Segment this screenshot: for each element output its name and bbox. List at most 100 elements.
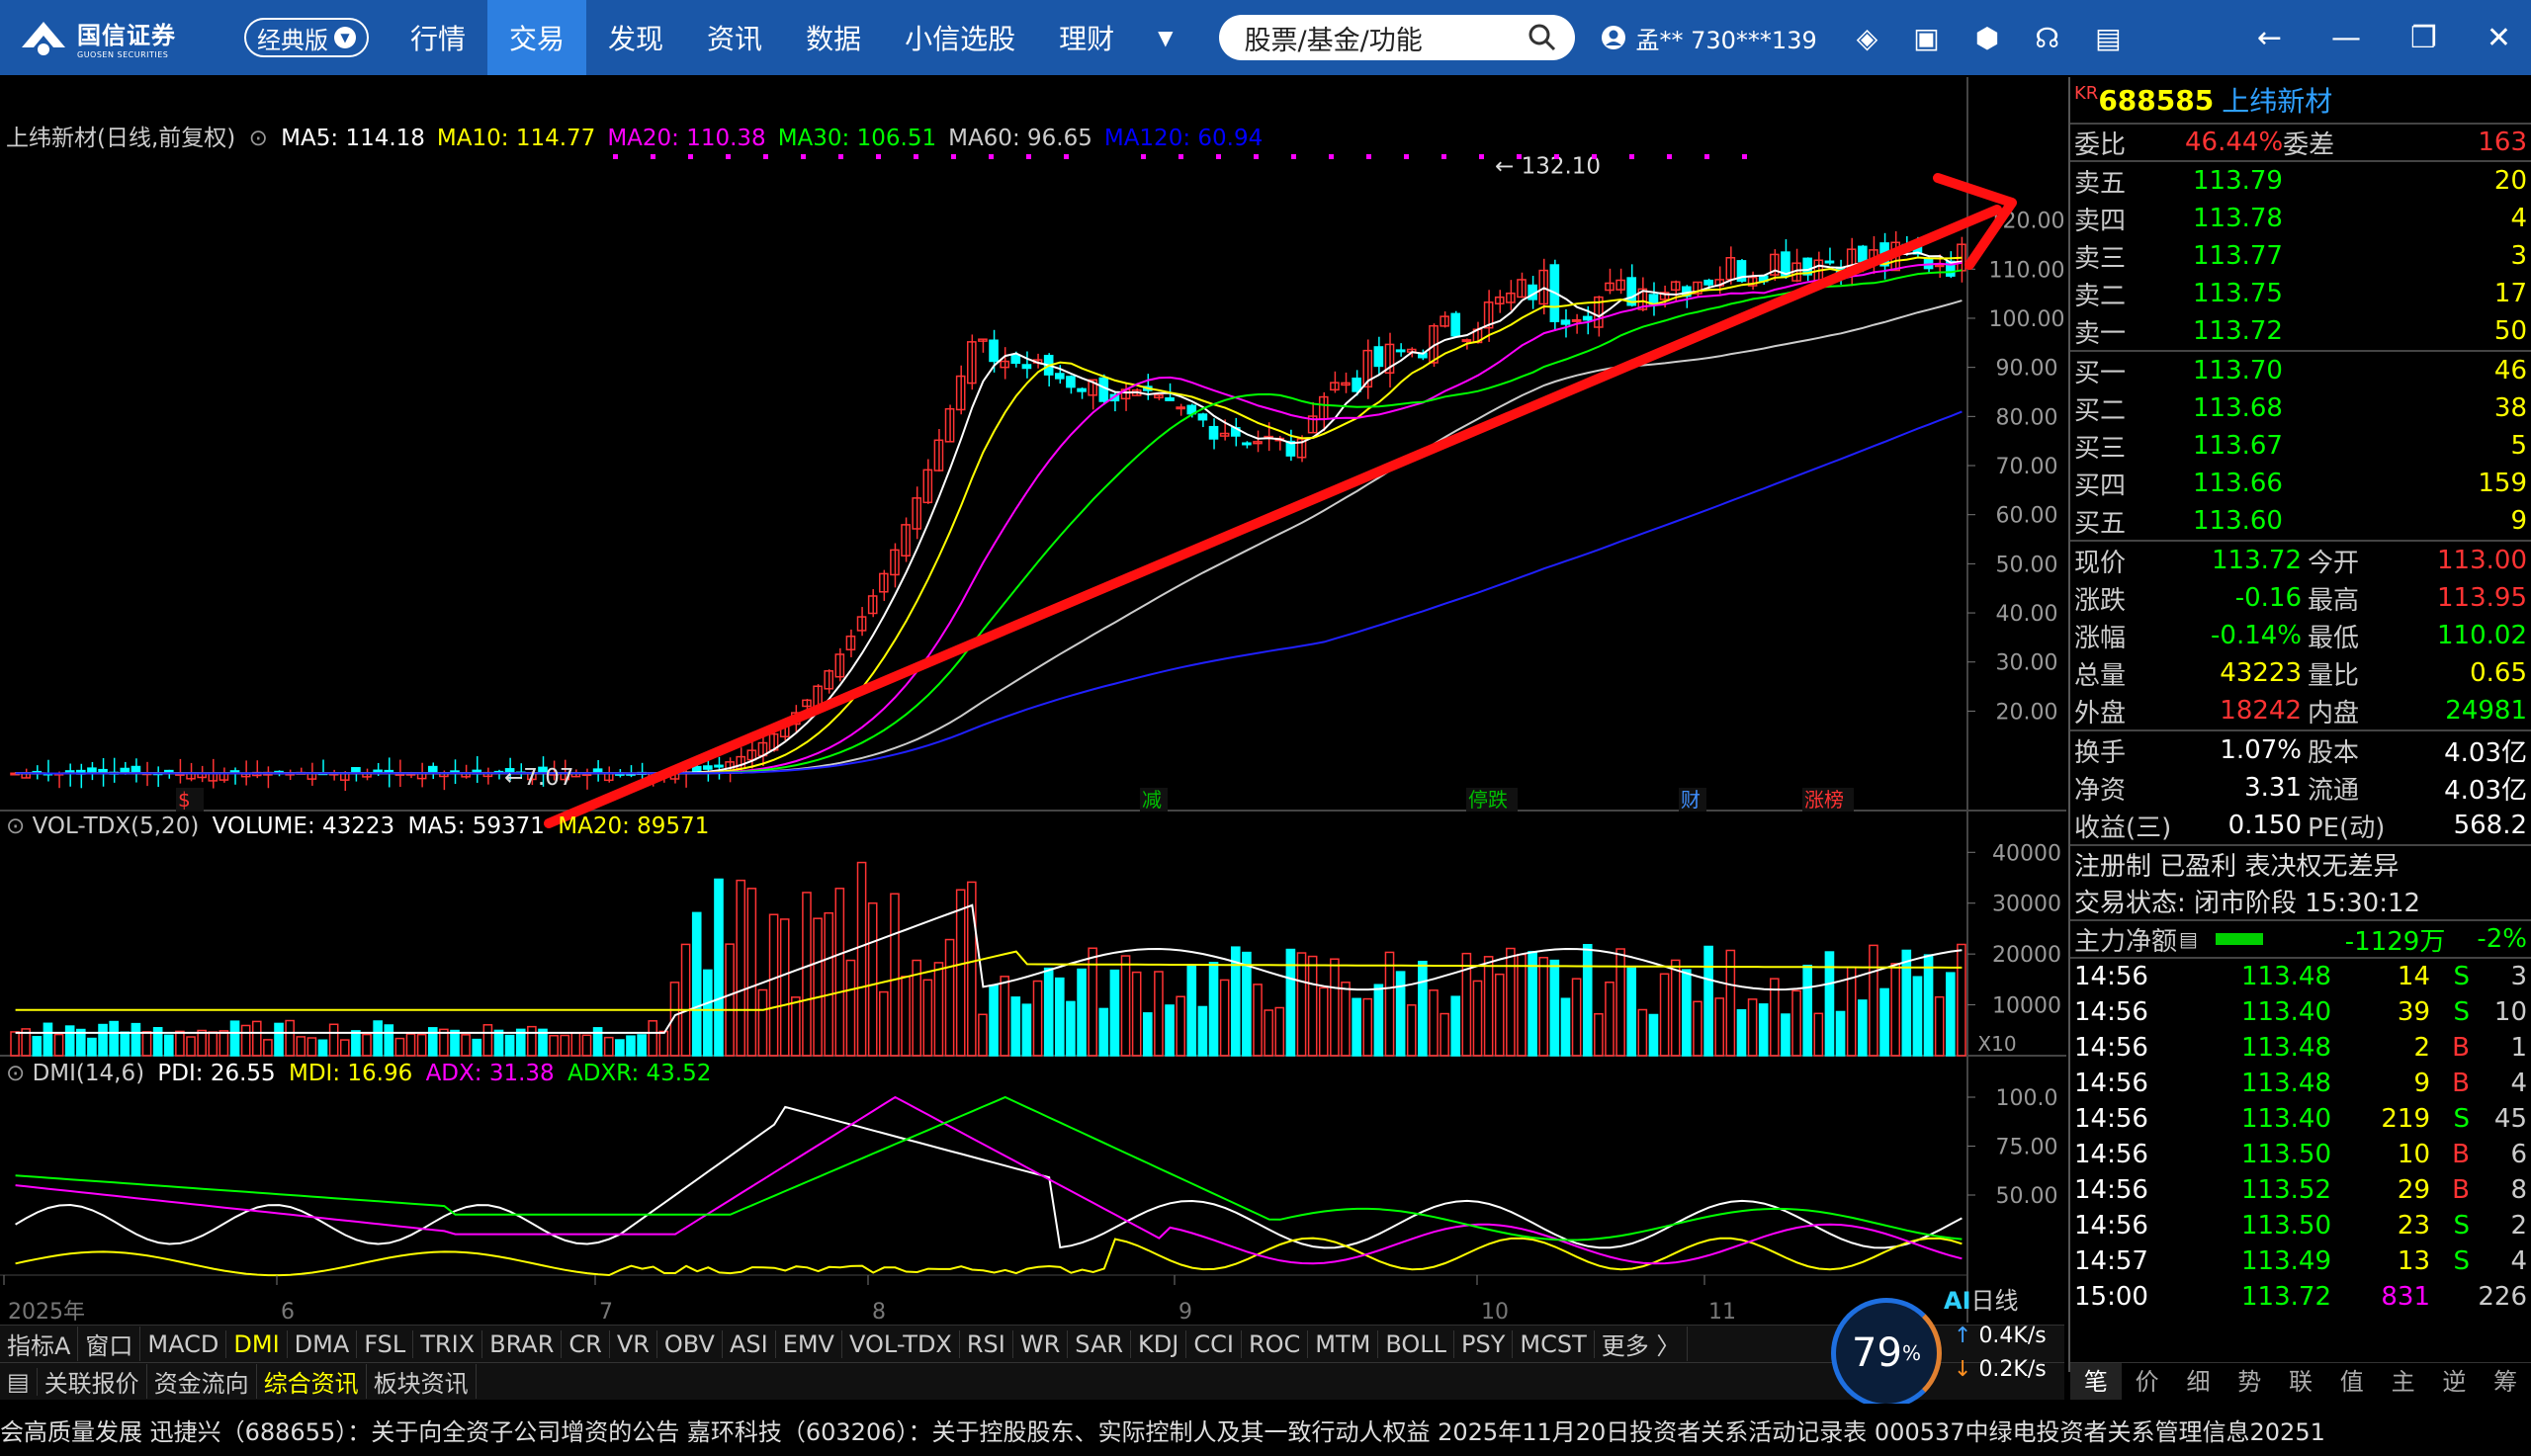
signal-dot bbox=[1704, 154, 1709, 159]
detail-tab[interactable]: 主 bbox=[2391, 1368, 2415, 1396]
detail-tab[interactable]: 势 bbox=[2237, 1368, 2262, 1396]
indicator-tab[interactable]: SAR bbox=[1068, 1329, 1132, 1358]
settings-icon[interactable]: ⬢ bbox=[1974, 21, 2000, 54]
nav-item[interactable]: 资讯 bbox=[685, 0, 784, 75]
y-tick-label: 60.00 bbox=[1996, 504, 2058, 529]
edition-switch[interactable]: 经典版 ▼ bbox=[244, 18, 369, 57]
main-flow-row[interactable]: 主力净额 ▤ -1129万 -2% bbox=[2070, 919, 2531, 957]
volume-bar bbox=[736, 879, 746, 1057]
detail-tab[interactable]: 笔 bbox=[2070, 1363, 2122, 1400]
volume-bar bbox=[1582, 943, 1593, 1057]
minimize-icon[interactable]: — bbox=[2330, 20, 2361, 55]
orderbook-row[interactable]: 买四 113.66 159 bbox=[2070, 465, 2531, 502]
indicator-tab[interactable]: WR bbox=[1013, 1329, 1069, 1358]
volume-bar bbox=[1296, 952, 1307, 1057]
info-tab[interactable]: 综合资讯 bbox=[257, 1364, 367, 1399]
detail-tab[interactable]: 细 bbox=[2186, 1368, 2211, 1396]
info-tab[interactable]: 板块资讯 bbox=[367, 1364, 477, 1399]
stock-header[interactable]: KR 688585 上纬新材 bbox=[2070, 77, 2531, 123]
tick-row: 14:56 113.48 9 B 4 bbox=[2070, 1066, 2531, 1101]
indicator-tab[interactable]: TRIX bbox=[413, 1329, 483, 1358]
stat-row: 收益(三) 0.150 PE(动) 568.2 bbox=[2070, 807, 2531, 844]
nav-item[interactable]: 小信选股 bbox=[883, 0, 1037, 75]
panel-toggle-icon[interactable]: ▤ bbox=[0, 1367, 38, 1396]
tick-volume: 29 bbox=[2397, 1175, 2430, 1205]
indicator-tab[interactable]: FSL bbox=[357, 1329, 414, 1358]
close-icon[interactable]: ✕ bbox=[2486, 20, 2511, 55]
indicator-tab[interactable]: 指标A bbox=[0, 1327, 79, 1361]
nav-more-chevron-icon[interactable]: ▼ bbox=[1158, 26, 1174, 49]
orderbook-row[interactable]: 卖五 113.79 20 bbox=[2070, 162, 2531, 200]
nav-item[interactable]: 理财 bbox=[1037, 0, 1136, 75]
indicator-tab[interactable]: PSY bbox=[1454, 1329, 1514, 1358]
ai-period-label[interactable]: AI日线 bbox=[1944, 1281, 2019, 1316]
indicator-tab[interactable]: 更多 〉 bbox=[1595, 1327, 1689, 1361]
volume-bar bbox=[1538, 957, 1549, 1057]
headset-icon[interactable]: ☊ bbox=[2035, 21, 2060, 54]
news-ticker[interactable]: 会高质量发展 迅捷兴（688655）：关于向全资子公司增资的公告 嘉环科技（60… bbox=[0, 1404, 2531, 1456]
restore-icon[interactable]: ❐ bbox=[2409, 20, 2437, 55]
orderbook-row[interactable]: 买三 113.67 5 bbox=[2070, 427, 2531, 465]
detail-tab[interactable]: 筹 bbox=[2493, 1368, 2518, 1396]
indicator-tab[interactable]: VOL-TDX bbox=[842, 1329, 960, 1358]
indicator-tab[interactable]: BRAR bbox=[482, 1329, 563, 1358]
indicator-tab[interactable]: EMV bbox=[776, 1329, 842, 1358]
indicator-tab[interactable]: MCST bbox=[1513, 1329, 1595, 1358]
indicator-tab[interactable]: MACD bbox=[140, 1329, 227, 1358]
guosen-logo[interactable]: 国信证券 GUOSEN SECURITIES bbox=[0, 0, 222, 75]
indicator-tab[interactable]: RSI bbox=[960, 1329, 1013, 1358]
search-input[interactable]: 股票/基金/功能 bbox=[1218, 15, 1575, 60]
signal-dot bbox=[1366, 154, 1371, 159]
stat-label: 总量 bbox=[2074, 660, 2127, 691]
info-tab[interactable]: 资金流向 bbox=[147, 1364, 257, 1399]
indicator-tab[interactable]: BOLL bbox=[1378, 1329, 1455, 1358]
indicator-tab[interactable]: OBV bbox=[657, 1329, 723, 1358]
user-account[interactable]: 孟** 730***139 bbox=[1601, 21, 1817, 55]
nav-item[interactable]: 行情 bbox=[389, 0, 487, 75]
indicator-tab[interactable]: ASI bbox=[723, 1329, 776, 1358]
level-volume: 50 bbox=[2493, 316, 2527, 346]
nav-item[interactable]: 发现 bbox=[586, 0, 685, 75]
back-arrow-icon[interactable]: ← bbox=[2256, 20, 2282, 55]
indicator-tab[interactable]: VR bbox=[610, 1329, 657, 1358]
volume-bar bbox=[1406, 1004, 1417, 1057]
indicator-tab[interactable]: DMI bbox=[226, 1329, 288, 1358]
collapse-icon[interactable]: ⊙ bbox=[248, 126, 268, 151]
message-icon[interactable]: ▤ bbox=[2095, 21, 2122, 54]
detail-tab[interactable]: 联 bbox=[2289, 1368, 2313, 1396]
layers-icon[interactable]: ◈ bbox=[1856, 21, 1878, 54]
volume-bar bbox=[1615, 948, 1625, 1057]
indicator-tab[interactable]: CR bbox=[562, 1329, 610, 1358]
indicator-tab[interactable]: ROC bbox=[1242, 1329, 1309, 1358]
orderbook-row[interactable]: 卖三 113.77 3 bbox=[2070, 237, 2531, 275]
indicator-tab[interactable]: DMA bbox=[288, 1329, 358, 1358]
f-icon[interactable]: ▣ bbox=[1913, 21, 1940, 54]
detail-tab[interactable]: 值 bbox=[2339, 1368, 2364, 1396]
collapse-icon[interactable]: ⊙ bbox=[6, 1061, 26, 1086]
detail-tab[interactable]: 逆 bbox=[2442, 1368, 2467, 1396]
orderbook-row[interactable]: 买五 113.60 9 bbox=[2070, 502, 2531, 540]
indicator-tab[interactable]: MTM bbox=[1308, 1329, 1379, 1358]
indicator-tab[interactable]: CCI bbox=[1186, 1329, 1242, 1358]
orderbook-row[interactable]: 卖一 113.72 50 bbox=[2070, 312, 2531, 350]
nav-item[interactable]: 交易 bbox=[487, 0, 587, 75]
indicator-tab[interactable]: 窗口 bbox=[78, 1327, 141, 1361]
volume-bar bbox=[1010, 996, 1021, 1057]
orderbook-row[interactable]: 卖二 113.75 17 bbox=[2070, 275, 2531, 312]
orderbook-row[interactable]: 卖四 113.78 4 bbox=[2070, 200, 2531, 237]
collapse-icon[interactable]: ⊙ bbox=[6, 814, 26, 839]
volume-bar bbox=[1802, 964, 1813, 1057]
stat-value: 4.03亿 bbox=[2444, 737, 2527, 768]
orderbook-row[interactable]: 买一 113.70 46 bbox=[2070, 352, 2531, 389]
detail-tab[interactable]: 价 bbox=[2135, 1368, 2159, 1396]
y-tick-label: 40.00 bbox=[1996, 602, 2058, 627]
orderbook-row[interactable]: 买二 113.68 38 bbox=[2070, 389, 2531, 427]
indicator-tab[interactable]: KDJ bbox=[1131, 1329, 1187, 1358]
x-axis-label: 7 bbox=[599, 1300, 613, 1325]
net-speed-widget[interactable]: 79% ↑ 0.4K/s ↓ 0.2K/s bbox=[1831, 1298, 2068, 1409]
stat-value: 1.07% bbox=[2220, 735, 2302, 765]
volume-bar bbox=[75, 1028, 86, 1057]
search-icon[interactable] bbox=[1527, 23, 1557, 52]
nav-item[interactable]: 数据 bbox=[784, 0, 883, 75]
info-tab[interactable]: 关联报价 bbox=[38, 1364, 147, 1399]
